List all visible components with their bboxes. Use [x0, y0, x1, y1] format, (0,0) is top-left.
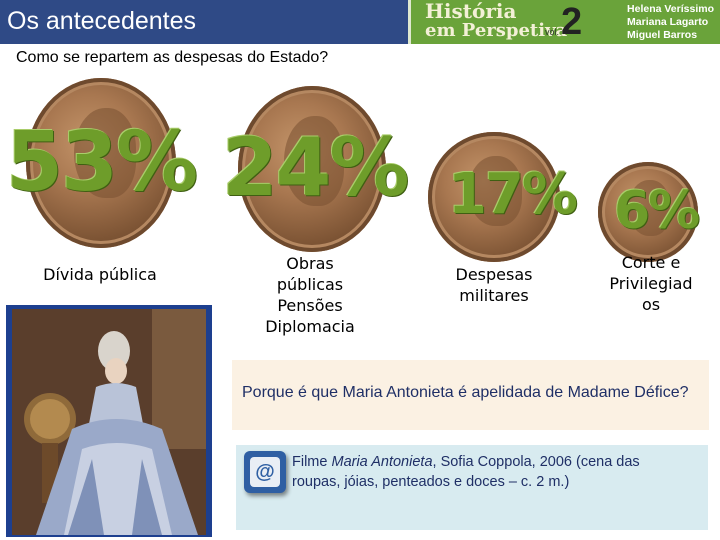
portrait-illustration	[12, 309, 206, 535]
book-title: História	[425, 0, 517, 23]
question-text: Porque é que Maria Antonieta é apelidada…	[242, 384, 689, 401]
film-reference-text: Filme Maria Antonieta, Sofia Coppola, 20…	[292, 452, 692, 492]
expense-label: Corte e Privilegiad os	[592, 252, 710, 315]
at-sign-glyph: @	[250, 457, 280, 487]
volume-label: vol.	[545, 27, 560, 37]
expense-label: Dívida pública	[18, 264, 182, 285]
expense-label-line: Corte e	[621, 253, 681, 272]
expense-label: Despesas militares	[434, 264, 554, 306]
slide-title: Os antecedentes	[7, 7, 197, 35]
film-title: Maria Antonieta	[331, 454, 433, 470]
coin-bust	[628, 180, 670, 236]
coin-bust	[74, 108, 136, 198]
coin-image	[428, 132, 560, 262]
at-sign-icon[interactable]: @	[244, 451, 286, 493]
expense-label-line: os	[641, 295, 661, 314]
portrait-frame	[6, 305, 212, 537]
author-name: Mariana Lagarto	[627, 16, 709, 28]
film-details: , Sofia Coppola, 2006 (cena das roupas, …	[292, 454, 640, 490]
marie-antoinette-portrait-image	[12, 309, 206, 535]
coin-bust	[284, 116, 344, 206]
header-bar: Os antecedentes História em Perspetiva v…	[0, 0, 720, 44]
question-box: Porque é que Maria Antonieta é apelidada…	[232, 360, 709, 430]
author-name: Miguel Barros	[627, 29, 698, 41]
coin-image	[238, 86, 386, 252]
film-reference-box: @ Filme Maria Antonieta, Sofia Coppola, …	[236, 445, 708, 530]
expense-label-line: públicas	[276, 275, 344, 294]
expense-label-line: Despesas	[455, 265, 533, 284]
slide-subtitle: Como se repartem as despesas do Estado?	[16, 49, 329, 66]
coin-image	[598, 162, 698, 262]
expense-label-line: Obras	[286, 254, 334, 273]
film-prefix: Filme	[292, 454, 332, 470]
expense-label-line: Privilegiad	[609, 274, 693, 293]
coin-image	[26, 78, 176, 248]
authors-list: Helena Veríssimo Mariana Lagarto Miguel …	[627, 3, 714, 42]
expense-label-line: Dívida pública	[43, 265, 157, 284]
expense-percent: 24%	[222, 121, 409, 214]
expense-label-line: militares	[459, 286, 529, 305]
expense-percent: 53%	[6, 115, 198, 210]
expense-label-line: Pensões	[277, 296, 343, 315]
expense-percent: 6%	[614, 181, 700, 241]
expense-label-line: Diplomacia	[265, 317, 355, 336]
volume-number: 2	[561, 1, 583, 43]
book-banner: História em Perspetiva vol. 2 Helena Ver…	[408, 0, 720, 44]
book-subtitle: em Perspetiva	[425, 20, 568, 41]
expense-label: Obras públicas Pensões Diplomacia	[236, 253, 384, 337]
author-name: Helena Veríssimo	[627, 3, 714, 15]
expense-percent: 17%	[448, 162, 578, 227]
coin-bust	[468, 156, 522, 226]
